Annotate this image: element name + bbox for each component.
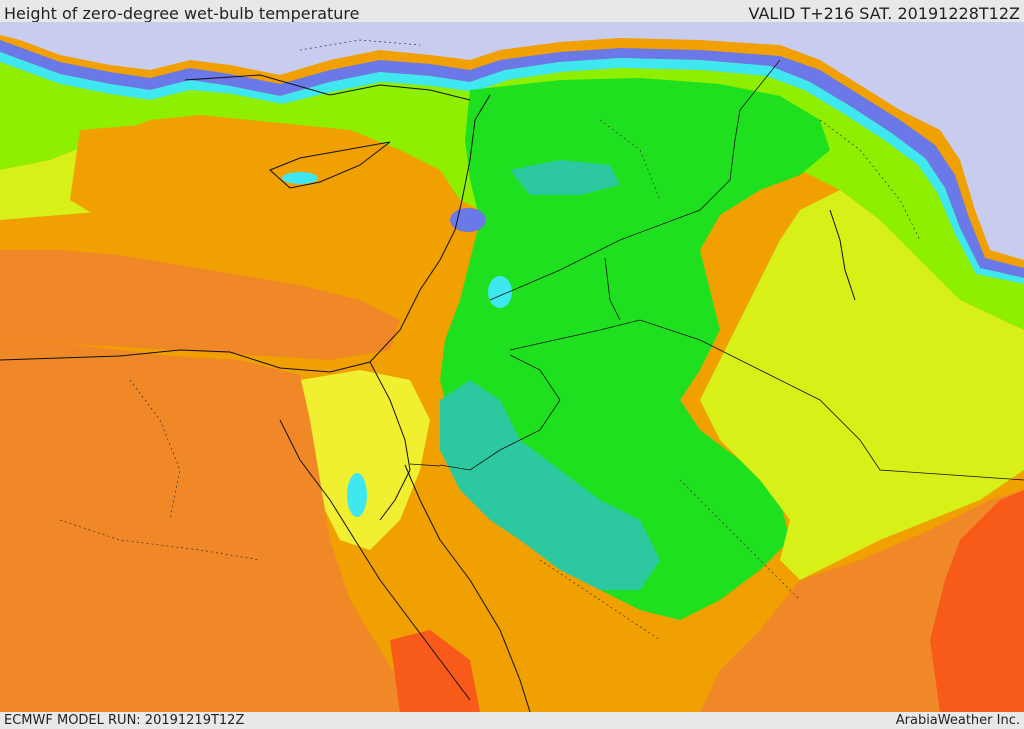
borders (409, 59, 1024, 481)
model-run-label: ECMWF MODEL RUN: 20191219T12Z (4, 713, 245, 728)
field-yellow-sinai (295, 370, 430, 550)
field-red-orange-sudan (390, 630, 480, 712)
forecast-map[interactable] (0, 22, 1024, 712)
field-cyan-spot-1 (488, 276, 512, 308)
field-teal-patch (440, 380, 660, 590)
field-red-orange-east (930, 490, 1024, 712)
field-very-low-north (0, 22, 1024, 260)
field-dark-orange-egypt (0, 340, 420, 712)
map-title: Height of zero-degree wet-bulb temperatu… (4, 4, 360, 23)
field-orange-sea (70, 120, 420, 280)
field-cyan-spot-4 (282, 172, 318, 184)
footer-bar: ECMWF MODEL RUN: 20191219T12Z ArabiaWeat… (0, 712, 1024, 729)
valid-time-label: VALID T+216 SAT. 20191228T12Z (748, 4, 1020, 23)
credit-label: ArabiaWeather Inc. (895, 713, 1020, 728)
internal-borders (59, 39, 921, 641)
forecast-map-svg (0, 22, 1024, 712)
field-dark-orange-mediterranean (0, 250, 400, 360)
field-teal-patch-2 (510, 160, 620, 195)
header-bar: Height of zero-degree wet-bulb temperatu… (0, 0, 1024, 23)
field-yellow-green-east (700, 190, 1024, 580)
coastlines (0, 74, 856, 712)
field-cyan-spot-2 (347, 473, 367, 517)
